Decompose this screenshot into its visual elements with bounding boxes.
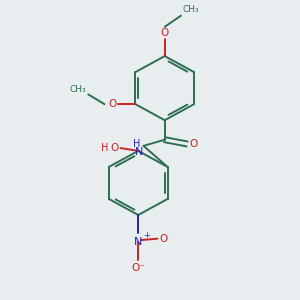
Text: N: N [135, 147, 143, 157]
Text: +: + [143, 231, 150, 240]
Text: CH₃: CH₃ [183, 5, 200, 14]
Text: N: N [134, 237, 142, 247]
Text: O⁻: O⁻ [131, 263, 145, 273]
Text: O: O [108, 99, 116, 109]
Text: O: O [190, 139, 198, 149]
Text: H: H [101, 142, 109, 152]
Text: O: O [110, 143, 118, 153]
Text: H: H [133, 140, 140, 149]
Text: O: O [160, 28, 169, 38]
Text: CH₃: CH₃ [69, 85, 86, 94]
Text: O: O [160, 234, 168, 244]
